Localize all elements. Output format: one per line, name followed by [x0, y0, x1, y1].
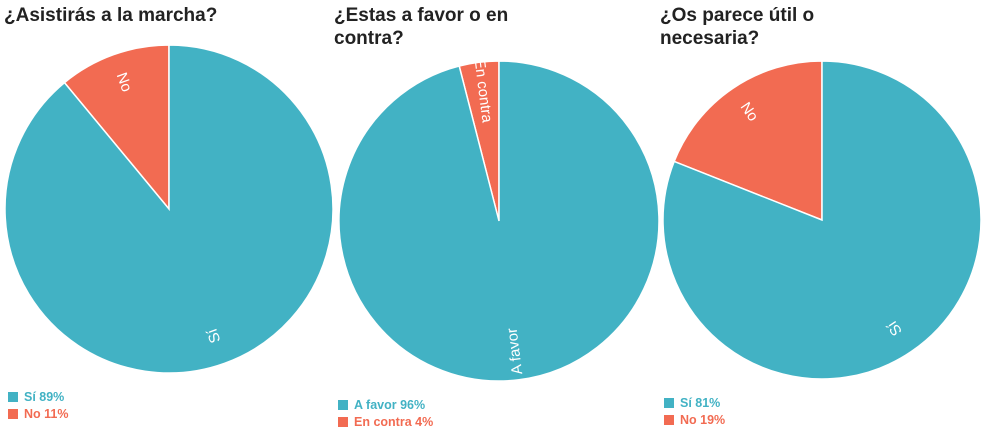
pie-slice: [4, 44, 334, 374]
chart-panel-asistencia: ¿Asistirás a la marcha? No Sí Sí 89% No 1…: [4, 0, 334, 426]
legend-item-en-contra: En contra 4%: [338, 413, 433, 430]
legend-item-si: Sí 81%: [664, 394, 725, 411]
slice-label: A favor: [504, 327, 527, 375]
legend-label: Sí 89%: [24, 389, 65, 404]
slice-label: No: [113, 70, 135, 94]
legend-label: No 11%: [24, 406, 69, 421]
pie-slice: [63, 44, 170, 212]
legend-label: No 19%: [680, 412, 726, 427]
legend-swatch: [338, 399, 348, 410]
pie-slice: [662, 60, 982, 380]
legend-swatch: [8, 391, 18, 402]
chart-panel-opinion: ¿Estas a favor o en contra? En contra A f…: [334, 0, 664, 429]
legend-swatch: [664, 397, 674, 408]
legend-swatch: [8, 408, 18, 419]
legend-swatch: [664, 414, 674, 425]
pie-slice: [673, 60, 823, 222]
chart-legend: Sí 81% No 19%: [664, 394, 725, 428]
legend-item-a-favor: A favor 96%: [338, 396, 433, 413]
pie-slice: [338, 60, 660, 382]
legend-label: A favor 96%: [354, 397, 426, 412]
legend-label: En contra 4%: [354, 414, 434, 429]
chart-legend: A favor 96% En contra 4%: [338, 396, 433, 430]
legend-item-si: Sí 89%: [8, 388, 68, 405]
legend-item-no: No 11%: [8, 405, 68, 422]
chart-title: ¿Os parece útil o necesaria?: [660, 5, 815, 49]
legend-swatch: [338, 416, 348, 427]
chart-legend: Sí 89% No 11%: [8, 388, 68, 422]
legend-item-no: No 19%: [664, 411, 725, 428]
slice-label: Sí: [203, 325, 224, 345]
legend-label: Sí 81%: [680, 395, 721, 410]
chart-title: ¿Asistirás a la marcha?: [4, 5, 218, 26]
chart-title: ¿Estas a favor o en contra?: [334, 5, 509, 49]
pie-chart: No Sí: [4, 44, 334, 374]
chart-panel-utilidad: ¿Os parece útil o necesaria? No Sí Sí 81%…: [660, 0, 984, 428]
